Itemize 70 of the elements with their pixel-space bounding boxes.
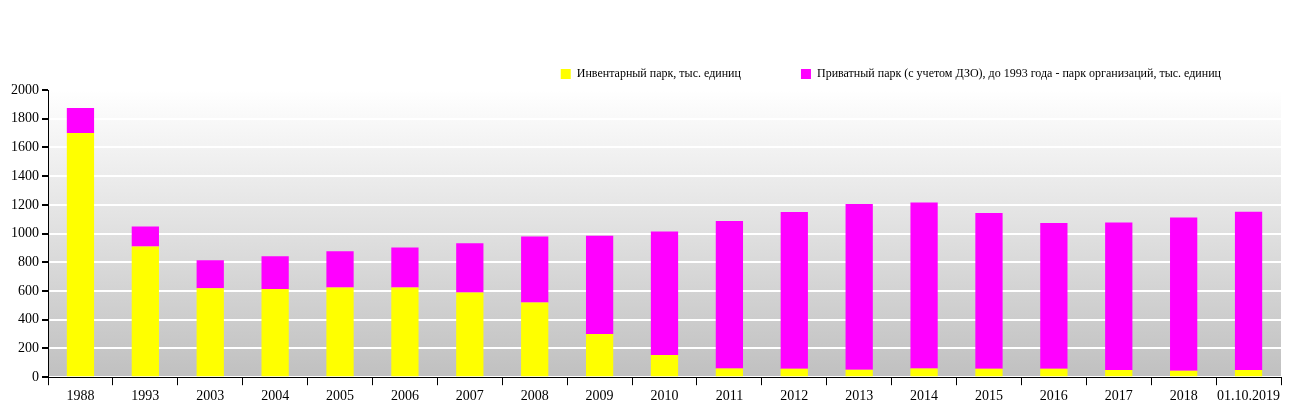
x-tick-label: 2016 xyxy=(1039,388,1068,404)
y-tick-label: 1600 xyxy=(11,139,39,155)
bar xyxy=(715,221,744,369)
y-tick-label: 0 xyxy=(32,368,39,384)
x-tick-label: 2004 xyxy=(261,388,290,404)
x-tick-label: 2013 xyxy=(845,388,874,404)
bar xyxy=(1040,368,1068,377)
bar xyxy=(975,213,1003,369)
bar xyxy=(910,202,938,369)
bar xyxy=(326,251,354,288)
x-tick-label: 2008 xyxy=(520,388,549,404)
y-tick-label: 1000 xyxy=(11,225,39,241)
bar xyxy=(196,260,224,289)
y-tick-label: 800 xyxy=(18,253,39,269)
bar xyxy=(910,368,938,377)
x-tick-label: 2014 xyxy=(910,388,939,404)
bar xyxy=(585,334,614,377)
bar xyxy=(261,256,289,289)
x-tick-label: 2010 xyxy=(650,388,679,404)
y-tick-label: 1200 xyxy=(11,196,39,212)
bar xyxy=(1105,222,1133,371)
x-tick-label: 1993 xyxy=(131,388,160,404)
bar xyxy=(131,246,159,377)
y-tick-label: 1800 xyxy=(11,110,39,126)
x-tick-label: 01.10.2019 xyxy=(1217,388,1281,404)
x-tick-label: 2015 xyxy=(974,388,1003,404)
bar xyxy=(196,288,224,377)
bar xyxy=(521,236,549,303)
x-tick-label: 2009 xyxy=(585,388,614,404)
x-tick-label: 2006 xyxy=(390,388,419,404)
bar xyxy=(66,107,95,134)
x-tick-label: 2005 xyxy=(326,388,355,404)
bar xyxy=(1170,217,1198,371)
legend-label: Инвентарный парк, тыс. единиц xyxy=(576,66,742,81)
bar xyxy=(521,302,549,377)
bar xyxy=(585,235,614,335)
bar xyxy=(391,287,419,377)
x-tick-label: 2018 xyxy=(1169,388,1198,404)
bar xyxy=(131,226,159,247)
bar xyxy=(391,247,419,288)
x-tick-label: 2003 xyxy=(196,388,225,404)
bar xyxy=(975,368,1003,377)
bar xyxy=(1105,370,1133,377)
y-tick-label: 200 xyxy=(18,340,39,356)
x-tick-label: 2012 xyxy=(780,388,809,404)
legend-label: Приватный парк (с учетом ДЗО), до 1993 года - парк организаций, тыс. единиц xyxy=(816,66,1222,81)
bar xyxy=(845,369,873,377)
y-tick-label: 2000 xyxy=(11,81,39,97)
y-tick-label: 600 xyxy=(18,282,39,298)
x-tick-label: 2011 xyxy=(715,388,744,404)
y-tick-label: 1400 xyxy=(11,167,39,183)
bar xyxy=(1040,223,1068,369)
bar xyxy=(650,354,679,377)
y-tick-label: 400 xyxy=(18,311,39,327)
bar xyxy=(1170,370,1198,377)
bar xyxy=(715,368,744,377)
x-tick-label: 2017 xyxy=(1104,388,1133,404)
bar xyxy=(456,292,484,377)
x-tick-label: 2007 xyxy=(455,388,484,404)
bar xyxy=(326,287,354,377)
bar xyxy=(456,243,484,293)
bar xyxy=(1234,211,1263,371)
x-tick-label: 1988 xyxy=(66,388,95,404)
bar xyxy=(780,368,808,377)
bar xyxy=(1234,370,1263,377)
bar xyxy=(261,288,289,377)
bar xyxy=(845,203,873,370)
bar xyxy=(66,133,95,377)
bar xyxy=(780,212,808,369)
bar xyxy=(650,231,679,355)
